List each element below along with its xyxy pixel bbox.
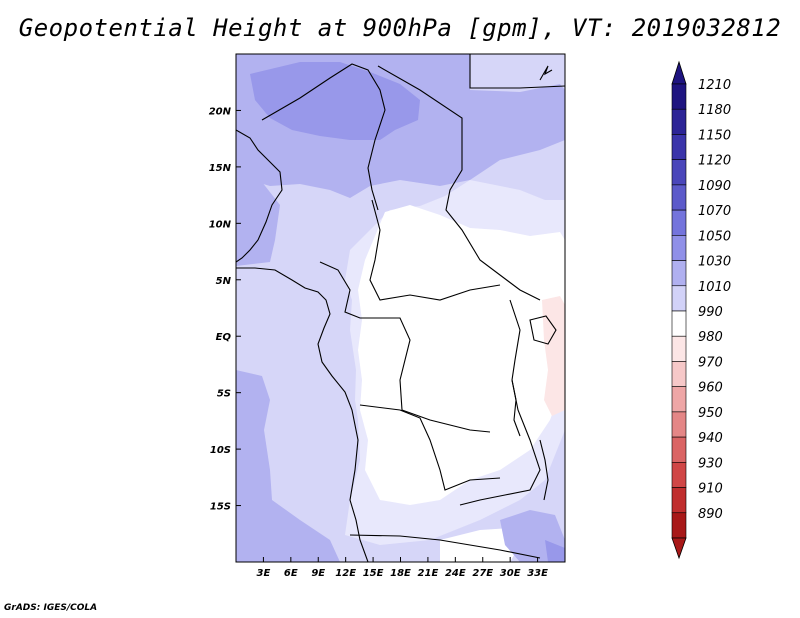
- colorbar-label: 1010: [698, 280, 731, 295]
- contour-band-990-south: [440, 528, 520, 562]
- colorbar-bottom-arrow: [671, 537, 687, 560]
- x-axis: 3E 6E 9E 12E 15E 18E 21E 24E 27E 30E 33E: [257, 557, 548, 579]
- colorbar-swatch: [671, 209, 687, 236]
- colorbar-swatch: [671, 83, 687, 110]
- y-tick-label: 5N: [216, 276, 232, 287]
- coastlines-borders: [236, 54, 565, 562]
- colorbar-swatch: [671, 335, 687, 362]
- contour-band-1070-se: [545, 540, 565, 562]
- x-tick-label: 6E: [284, 568, 298, 579]
- colorbar-label: 1180: [698, 103, 731, 118]
- x-tick-label: 27E: [472, 568, 493, 579]
- colorbar-label: 1070: [698, 204, 731, 219]
- colorbar-swatch: [671, 361, 687, 387]
- y-tick-label: 5S: [217, 389, 231, 400]
- colorbar-swatch: [671, 411, 687, 438]
- x-tick-label: 21E: [418, 568, 439, 579]
- colorbar-label: 910: [698, 482, 723, 497]
- map-title: Geopotential Height at 900hPa [gpm], VT:…: [18, 14, 782, 42]
- x-tick-label: 12E: [335, 568, 356, 579]
- credit-label: GrADS: IGES/COLA: [4, 603, 98, 613]
- colorbar-label: 1120: [698, 154, 731, 169]
- y-axis: 20N 15N 10N 5N EQ 5S 10S 15S: [209, 106, 241, 513]
- colorbar-swatch: [671, 436, 687, 463]
- lake-victoria: [529, 315, 557, 345]
- colorbar-swatch: [671, 386, 687, 413]
- border-libya-sudan: [377, 65, 541, 301]
- colorbar-swatch: [671, 159, 687, 186]
- colorbar-swatch: [671, 184, 687, 211]
- colorbar-label: 940: [698, 431, 723, 446]
- lake-malawi: [539, 439, 549, 501]
- x-tick-label: 33E: [527, 568, 548, 579]
- border-chad-car: [369, 199, 501, 301]
- colorbar-label: 990: [698, 305, 723, 320]
- colorbar-swatch: [671, 487, 687, 514]
- x-tick-label: 3E: [257, 568, 271, 579]
- coastline-gulf-of-guinea: [236, 267, 369, 562]
- colorbar-label: 930: [698, 456, 723, 471]
- colorbar-swatch: [671, 285, 687, 312]
- colorbar-label: 1030: [698, 255, 731, 270]
- colorbar-label: 1150: [698, 128, 731, 143]
- contour-band-980: [542, 296, 565, 416]
- y-tick-label: 10S: [210, 445, 231, 456]
- x-tick-label: 24E: [445, 568, 466, 579]
- colorbar-label: 1050: [698, 229, 731, 244]
- x-tick-label: 9E: [311, 568, 325, 579]
- colorbar-label: 970: [698, 355, 723, 370]
- border-east-africa: [469, 54, 565, 89]
- lake-tanganyika: [511, 379, 521, 437]
- border-southern: [349, 534, 541, 559]
- colorbar-swatch: [671, 235, 687, 261]
- coastline-west-africa: [236, 129, 283, 263]
- border-cameroon-congo: [319, 261, 491, 433]
- colorbar-top-arrow: [671, 60, 687, 85]
- border-angola-zambia: [359, 404, 501, 491]
- x-tick-label: 15E: [363, 568, 384, 579]
- colorbar-label: 980: [698, 330, 723, 345]
- colorbar-label: 1090: [698, 179, 731, 194]
- colorbar-label: 1210: [698, 78, 731, 93]
- y-tick-label: EQ: [216, 332, 232, 343]
- y-tick-label: 20N: [209, 106, 232, 117]
- colorbar-swatch: [671, 512, 687, 539]
- colorbar-label: 950: [698, 406, 723, 421]
- border-red-sea: [539, 65, 553, 81]
- y-tick-label: 15S: [210, 502, 231, 513]
- contour-band-990: [358, 205, 565, 505]
- colorbar: 1210 1180 1150 1120 1090 1070 1050 1030 1010 990 9…: [671, 60, 731, 560]
- contour-fill: [236, 54, 565, 562]
- contour-band-1050-south: [236, 370, 340, 562]
- colorbar-swatch: [671, 260, 687, 287]
- colorbar-label: 890: [698, 507, 723, 522]
- colorbar-swatch: [671, 134, 687, 160]
- x-tick-label: 18E: [390, 568, 411, 579]
- colorbar-swatch: [671, 310, 687, 337]
- colorbar-label: 960: [698, 381, 723, 396]
- border-sahara-north: [261, 63, 386, 211]
- colorbar-swatch: [671, 462, 687, 488]
- y-tick-label: 10N: [209, 219, 232, 230]
- colorbar-swatch: [671, 108, 687, 135]
- x-tick-label: 30E: [500, 568, 521, 579]
- y-tick-label: 15N: [209, 163, 232, 174]
- border-drc-east: [459, 299, 541, 506]
- contour-band-1050-ocean: [236, 176, 280, 266]
- contour-band-1070: [250, 62, 420, 140]
